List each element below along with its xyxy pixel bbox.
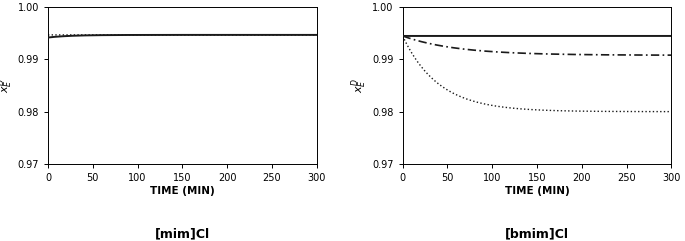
Y-axis label: $x_E^D$: $x_E^D$ — [350, 78, 369, 93]
Title: [bmim]Cl: [bmim]Cl — [505, 227, 569, 240]
X-axis label: TIME (MIN): TIME (MIN) — [505, 186, 569, 196]
Title: [mim]Cl: [mim]Cl — [155, 227, 210, 240]
Y-axis label: $x_E^D$: $x_E^D$ — [0, 78, 14, 93]
X-axis label: TIME (MIN): TIME (MIN) — [150, 186, 214, 196]
